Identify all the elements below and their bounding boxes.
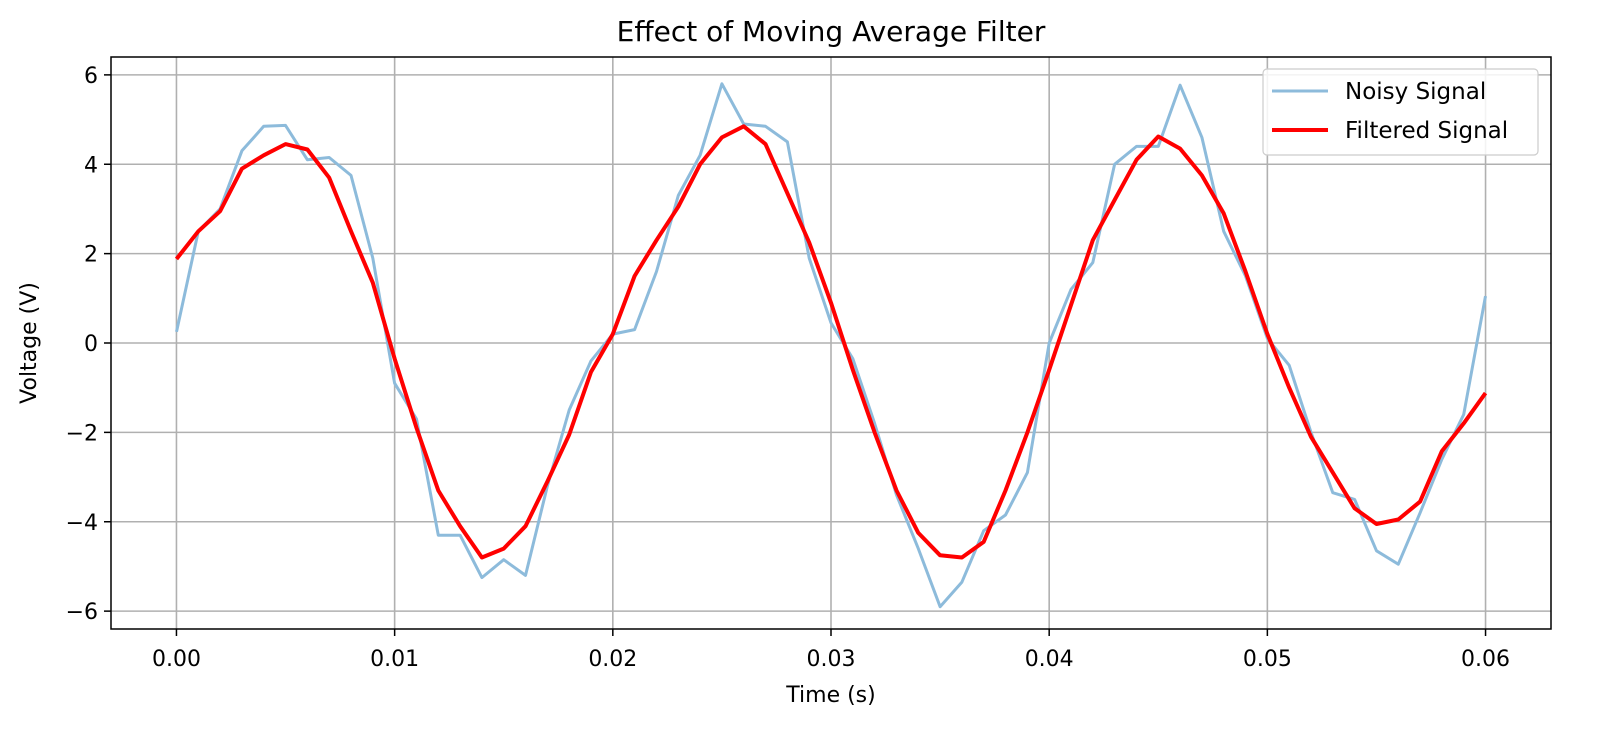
legend: Noisy Signal Filtered Signal: [1262, 68, 1539, 156]
axis-ticks: 0.00 0.01 0.02 0.03 0.04 0.05 0.06 −6 −4 −2 0 2 4 6: [66, 64, 1510, 672]
series-line-filtered-signal: [174, 124, 1488, 560]
x-tick-label: 0.04: [1025, 647, 1074, 672]
x-axis-label: Time (s): [785, 683, 875, 708]
x-tick-label: 0.05: [1243, 647, 1292, 672]
x-tick-label: 0.01: [370, 647, 419, 672]
legend-label-noisy-signal: Noisy Signal: [1345, 79, 1486, 105]
y-axis-label: Voltage (V): [17, 282, 42, 404]
y-tick-label: −4: [66, 511, 98, 536]
x-tick-label: 0.06: [1461, 647, 1510, 672]
y-tick-label: 0: [84, 332, 98, 357]
y-tick-label: 4: [84, 153, 98, 178]
x-tick-label: 0.02: [588, 647, 637, 672]
y-tick-label: 2: [84, 243, 98, 268]
chart-title: Effect of Moving Average Filter: [617, 15, 1046, 48]
legend-box: [1262, 68, 1539, 156]
y-tick-label: 6: [84, 64, 98, 89]
y-tick-label: −6: [66, 600, 98, 625]
legend-label-filtered-signal: Filtered Signal: [1345, 118, 1508, 144]
y-tick-label: −2: [66, 421, 98, 446]
x-tick-label: 0.03: [807, 647, 856, 672]
series-lines: [174, 82, 1488, 609]
x-tick-label: 0.00: [152, 647, 201, 672]
